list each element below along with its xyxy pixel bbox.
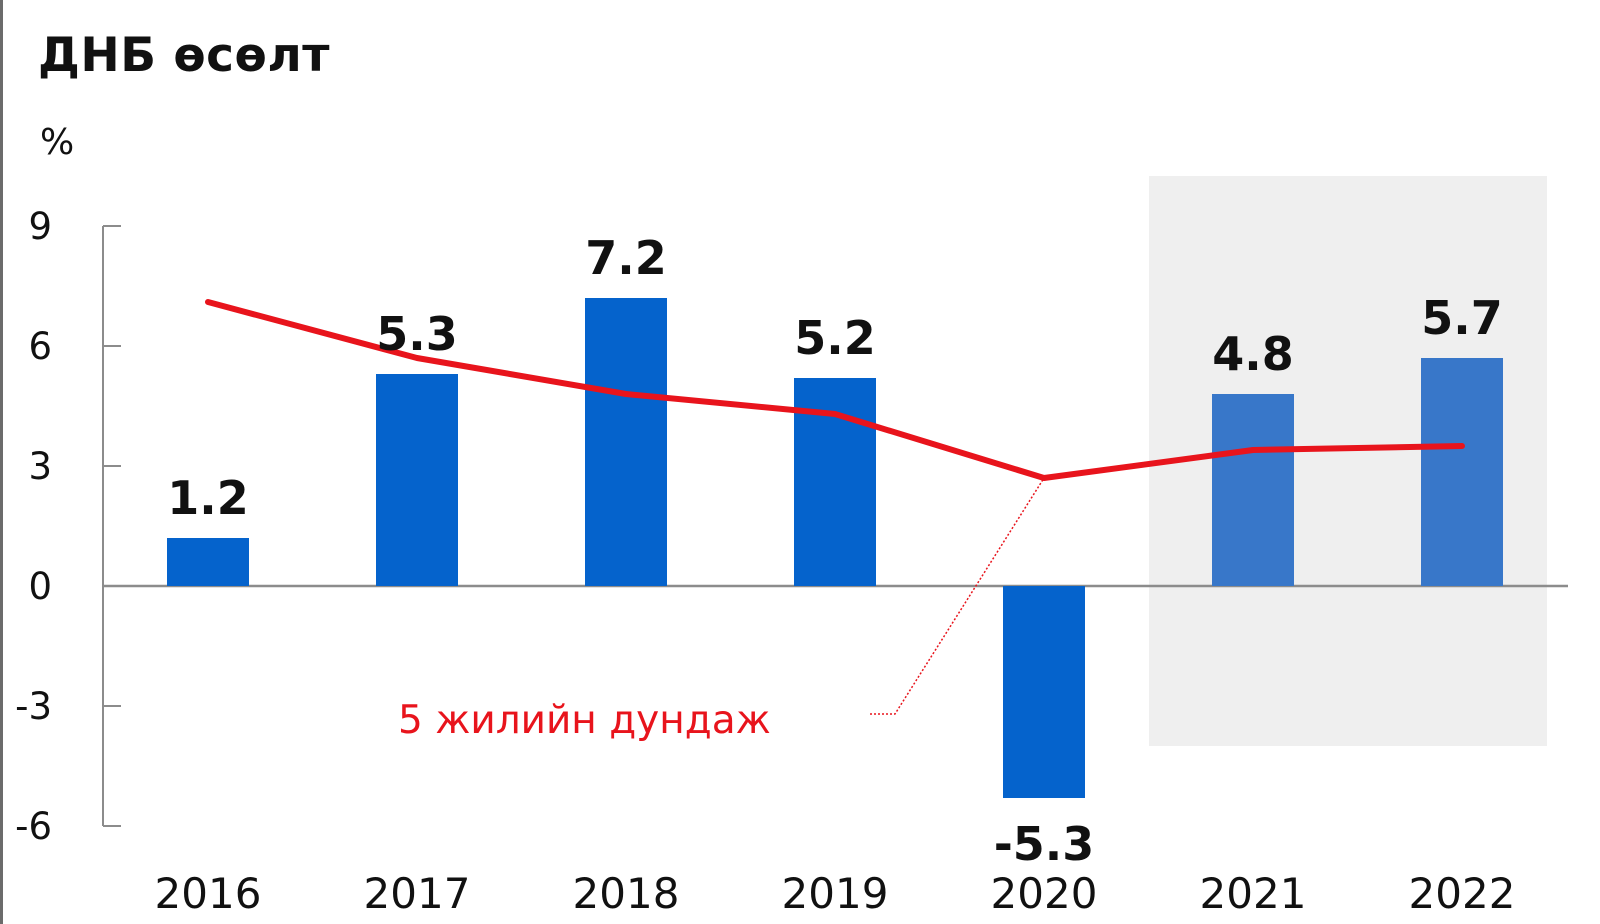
x-category-label: 2022 [1409,869,1516,918]
x-category-label: 2020 [991,869,1098,918]
labels: 1.2 5.3 7.2 5.2 -5.3 4.8 5.7 2016 2017 2018 2019 20… [155,231,1516,918]
bar [167,538,249,586]
x-category-label: 2021 [1200,869,1307,918]
bars [167,298,1503,798]
y-unit-label: % [40,122,75,163]
y-tick-label: 6 [28,325,52,368]
frame-border [0,0,3,924]
bar [1421,358,1503,586]
chart-title: ДНБ өсөлт [38,28,330,83]
bar-data-label: 5.7 [1421,291,1503,345]
bar-data-label: 1.2 [167,471,249,525]
bar-data-label: 4.8 [1212,327,1294,381]
y-tick-label: -6 [15,805,52,848]
bar [1003,586,1085,798]
x-category-label: 2016 [155,869,262,918]
bar-data-label: -5.3 [994,817,1095,871]
y-tick-label: -3 [15,685,52,728]
y-tick-label: 3 [28,445,52,488]
x-category-label: 2017 [364,869,471,918]
annotation-leader-line [870,477,1045,715]
bar-data-label: 7.2 [585,231,667,285]
bar [585,298,667,586]
five-year-average-line [205,299,1465,481]
bar-data-label: 5.3 [376,307,458,361]
bar [1212,394,1294,586]
average-line-layer [205,299,1465,715]
x-category-label: 2019 [782,869,889,918]
bar [376,374,458,586]
average-line-annotation: 5 жилийн дундаж [398,698,771,743]
y-tick-label: 0 [28,565,52,608]
bar-data-label: 5.2 [794,311,876,365]
x-category-label: 2018 [573,869,680,918]
y-tick-label: 9 [28,205,52,248]
